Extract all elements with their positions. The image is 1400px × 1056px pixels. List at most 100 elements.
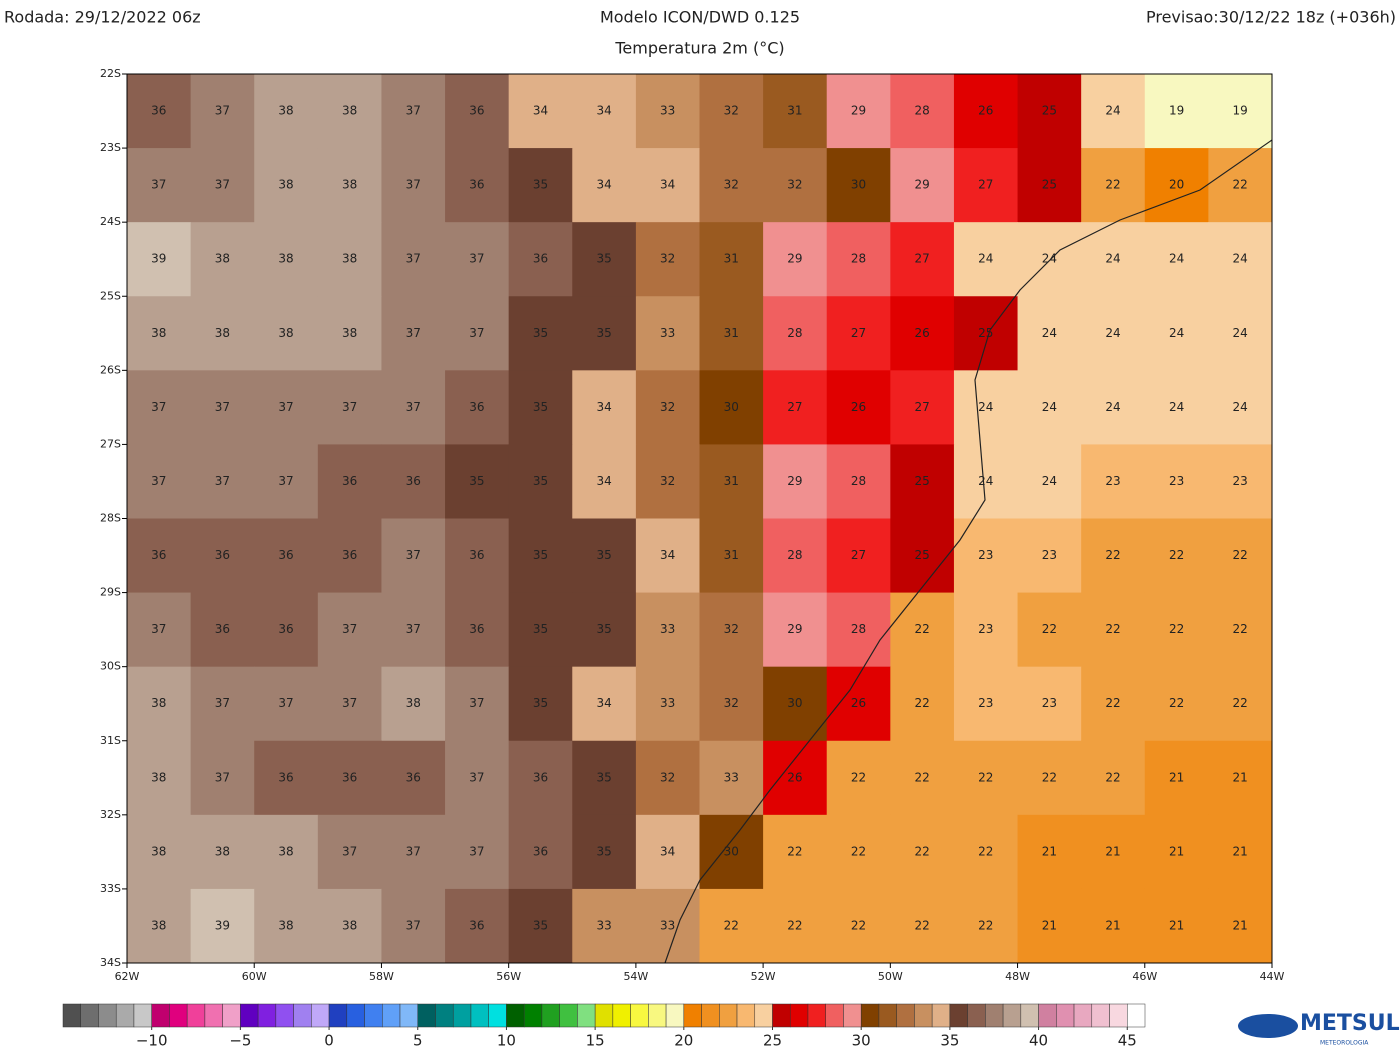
temp-cell (254, 148, 319, 223)
temp-cell (317, 740, 382, 816)
temp-cell (317, 518, 382, 594)
temp-cell (127, 518, 192, 594)
temp-value: 35 (533, 326, 548, 340)
temp-cell (317, 74, 382, 149)
temp-cell (572, 148, 637, 223)
temp-cell (254, 592, 319, 668)
temp-cell (381, 592, 446, 668)
temp-cell (635, 666, 700, 742)
coastline (664, 139, 1273, 964)
colorbar-cell (1091, 1003, 1110, 1028)
temp-cell (763, 74, 828, 149)
temp-value: 33 (660, 696, 675, 710)
temp-cell (635, 296, 700, 371)
temp-cell (1017, 148, 1082, 223)
temp-value: 22 (1233, 696, 1248, 710)
temp-value: 30 (724, 844, 739, 858)
temp-cell (826, 74, 891, 149)
temp-cell (699, 296, 764, 371)
colorbar-cell (594, 1003, 614, 1028)
temp-cell (763, 518, 828, 594)
colorbar-cell (275, 1003, 294, 1028)
colorbar-cell (1127, 1003, 1146, 1028)
temp-cell (699, 888, 764, 964)
temp-cell (254, 888, 319, 964)
colorbar-cell (1109, 1003, 1128, 1028)
colorbar-cell (488, 1003, 507, 1028)
temp-value: 34 (660, 548, 675, 562)
temp-cell (190, 740, 255, 816)
temp-cell (1144, 296, 1209, 371)
temp-cell (572, 888, 637, 964)
temp-cell (1017, 814, 1082, 890)
temp-value: 24 (1233, 400, 1248, 414)
temp-value: 30 (724, 400, 739, 414)
temp-cell (508, 74, 573, 149)
temp-cell (127, 444, 192, 519)
temp-value: 37 (215, 104, 230, 118)
temp-value: 38 (342, 104, 357, 118)
temp-cell (190, 148, 255, 223)
temp-cell (127, 148, 192, 223)
temp-value: 24 (1233, 326, 1248, 340)
temp-value: 32 (724, 178, 739, 192)
temp-cell (190, 296, 255, 371)
temp-value: 23 (1042, 548, 1057, 562)
temp-value: 35 (469, 474, 484, 488)
temp-value: 35 (533, 474, 548, 488)
temp-value: 38 (215, 326, 230, 340)
temp-value: 28 (851, 252, 866, 266)
temp-cell (190, 222, 255, 297)
temp-value: 37 (406, 918, 421, 932)
temp-cell (1144, 444, 1209, 519)
temp-value: 39 (151, 252, 166, 266)
temp-value: 37 (342, 844, 357, 858)
temp-cell (1081, 888, 1146, 964)
temp-value: 24 (1169, 252, 1184, 266)
temp-cell (1208, 518, 1273, 594)
forecast-label: Previsao:30/12/22 18z (+036h) (1146, 8, 1396, 27)
map: 36 37 38 38 37 36 34 34 33 32 31 29 28 26 25 24 19 19 37 37… (127, 74, 1273, 964)
temp-cell (1144, 370, 1209, 445)
lat-label: 28S (100, 512, 121, 525)
temp-value: 22 (1169, 696, 1184, 710)
lat-label: 26S (100, 363, 121, 376)
temp-value: 37 (406, 844, 421, 858)
temp-cell (127, 592, 192, 668)
temp-cell (1208, 592, 1273, 668)
temp-value: 38 (151, 844, 166, 858)
colorbar-cell (914, 1003, 933, 1028)
colorbar-cell (577, 1003, 596, 1028)
colorbar-cell (931, 1003, 951, 1028)
temp-cell (953, 740, 1019, 816)
temp-cell (635, 148, 700, 223)
lon-label: 50W (878, 970, 903, 983)
temp-value: 31 (724, 326, 739, 340)
temp-value: 27 (851, 326, 866, 340)
temp-value: 29 (787, 474, 802, 488)
temp-cell (699, 814, 764, 890)
temp-value: 37 (342, 696, 357, 710)
temp-cell (1144, 518, 1209, 594)
temp-cell (127, 222, 192, 297)
temp-cell (826, 666, 891, 742)
lon-label: 44W (1260, 970, 1285, 983)
temp-cell (1081, 370, 1146, 445)
temp-value: 23 (978, 622, 993, 636)
temp-value: 22 (724, 918, 739, 932)
temp-value: 38 (278, 252, 293, 266)
temp-value: 22 (787, 918, 802, 932)
temp-value: 25 (914, 474, 929, 488)
temp-value: 38 (406, 696, 421, 710)
temp-value: 34 (596, 474, 611, 488)
colorbar-label: 0 (324, 1032, 334, 1050)
temp-cell (826, 888, 891, 964)
temp-cell (572, 222, 637, 297)
temp-value: 24 (978, 474, 993, 488)
temp-value: 36 (215, 548, 230, 562)
temp-cell (826, 740, 891, 816)
temp-cell (508, 296, 573, 371)
colorbar-label: −10 (136, 1032, 168, 1050)
temp-cell (508, 592, 573, 668)
temp-cell (1017, 444, 1082, 519)
